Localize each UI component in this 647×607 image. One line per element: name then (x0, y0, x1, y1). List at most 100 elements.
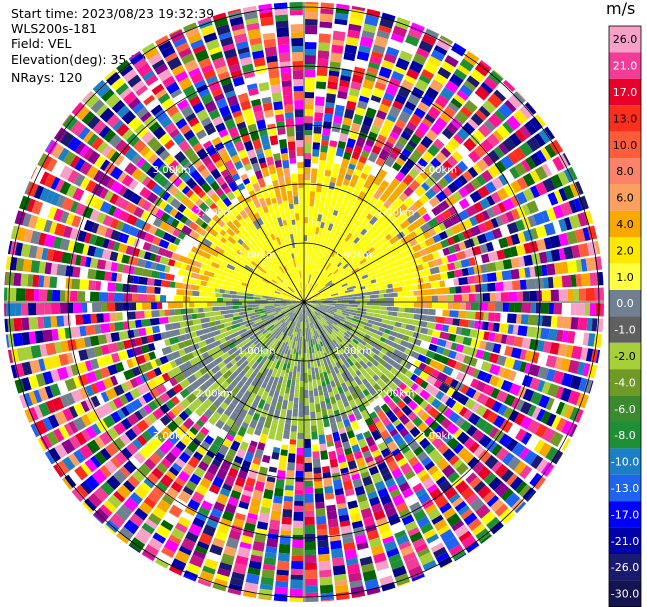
velocity-gate (154, 109, 169, 123)
velocity-gate (232, 312, 240, 317)
velocity-gate (420, 327, 429, 335)
velocity-gate (333, 479, 343, 490)
velocity-gate (478, 105, 491, 118)
velocity-gate (419, 473, 431, 483)
velocity-gate (311, 257, 316, 267)
velocity-gate (267, 341, 274, 349)
velocity-gate (304, 123, 313, 131)
velocity-gate (102, 377, 114, 390)
velocity-gate (384, 477, 396, 489)
velocity-gate (178, 47, 192, 59)
velocity-gate (308, 215, 313, 222)
velocity-gate (30, 423, 40, 438)
velocity-gate (509, 132, 522, 147)
velocity-gate (129, 302, 137, 311)
velocity-gate (305, 578, 318, 586)
velocity-gate (369, 55, 382, 65)
velocity-gate (315, 306, 321, 310)
velocity-gate (284, 423, 291, 432)
velocity-gate (249, 440, 258, 448)
velocity-gate (270, 242, 276, 249)
velocity-gate (398, 50, 413, 63)
velocity-gate (342, 279, 349, 285)
velocity-gate (390, 278, 396, 284)
velocity-gate (200, 221, 209, 230)
velocity-gate (304, 471, 313, 481)
velocity-gate (240, 308, 248, 312)
velocity-gate (247, 123, 258, 133)
velocity-gate (232, 328, 239, 334)
velocity-gate (4, 303, 7, 317)
velocity-gate (262, 205, 269, 214)
velocity-gate (245, 261, 254, 269)
velocity-gate (224, 335, 231, 342)
velocity-gate (286, 335, 291, 343)
velocity-gate (339, 353, 347, 363)
velocity-gate (469, 190, 482, 203)
velocity-gate (312, 451, 320, 459)
velocity-gate (182, 486, 194, 496)
velocity-gate (311, 374, 316, 380)
velocity-gate (239, 265, 248, 273)
velocity-gate (244, 114, 256, 126)
velocity-gate (263, 488, 274, 500)
velocity-gate (311, 275, 316, 284)
velocity-gate (215, 233, 223, 241)
velocity-gate (275, 211, 281, 219)
velocity-gate (402, 227, 411, 236)
velocity-gate (274, 292, 284, 297)
velocity-gate (354, 534, 368, 545)
velocity-gate (594, 256, 603, 271)
velocity-gate (174, 302, 184, 309)
velocity-gate (260, 409, 269, 418)
velocity-gate (99, 173, 112, 187)
velocity-gate (255, 371, 263, 379)
velocity-gate (216, 258, 224, 266)
velocity-gate (248, 230, 257, 239)
velocity-gate (366, 8, 381, 18)
velocity-gate (344, 317, 353, 323)
velocity-gate (322, 121, 332, 130)
velocity-gate (285, 271, 291, 280)
velocity-gate (403, 158, 416, 171)
velocity-gate (28, 331, 37, 345)
velocity-gate (199, 477, 212, 489)
velocity-gate (304, 307, 306, 313)
velocity-gate (317, 214, 323, 222)
velocity-gate (167, 288, 177, 295)
velocity-gate (376, 330, 384, 337)
velocity-gate (573, 198, 583, 212)
velocity-gate (309, 302, 319, 306)
velocity-gate (533, 439, 546, 454)
velocity-gate (327, 264, 334, 272)
velocity-gate (146, 286, 155, 294)
velocity-gate (398, 481, 411, 493)
velocity-gate (61, 251, 72, 264)
velocity-gate (428, 420, 440, 431)
velocity-gate (425, 162, 437, 174)
velocity-gate (227, 146, 238, 158)
velocity-gate (444, 317, 454, 325)
velocity-gate (237, 182, 246, 191)
velocity-gate (457, 393, 470, 406)
velocity-gate (184, 289, 193, 296)
velocity-gate (240, 535, 253, 545)
velocity-gate (262, 367, 270, 377)
velocity-gate (281, 304, 287, 307)
velocity-gate (318, 553, 331, 562)
velocity-gate (405, 324, 416, 332)
velocity-gate (65, 290, 71, 302)
velocity-gate (536, 238, 547, 252)
velocity-gate (284, 316, 290, 323)
velocity-gate (128, 256, 139, 266)
velocity-gate (125, 245, 135, 256)
velocity-gate (447, 262, 456, 271)
velocity-gate (116, 341, 126, 351)
velocity-gate (305, 287, 308, 294)
velocity-gate (253, 280, 263, 286)
velocity-gate (251, 549, 264, 557)
velocity-gate (317, 336, 322, 343)
velocity-gate (51, 160, 66, 177)
velocity-gate (122, 188, 135, 201)
velocity-gate (475, 504, 491, 519)
